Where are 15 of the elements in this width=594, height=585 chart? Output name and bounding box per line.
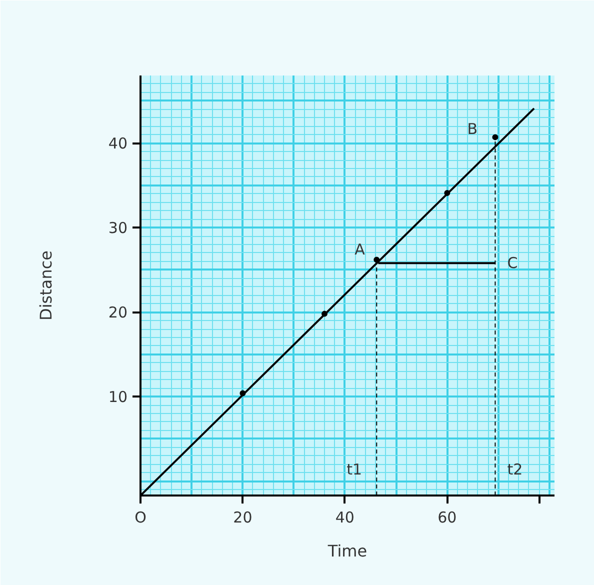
- text: O: [134, 508, 146, 526]
- x-tick-label: 40: [335, 508, 354, 526]
- annotation: C: [507, 254, 518, 272]
- annotation: A: [354, 240, 366, 259]
- y-axis-title: Distance: [36, 250, 56, 320]
- y-tick-label: 30: [108, 219, 128, 238]
- y-tick-label: 40: [108, 134, 128, 153]
- annotation: B: [467, 120, 478, 138]
- x-tick-label: 60: [438, 508, 457, 526]
- y-tick-label: 20: [108, 304, 128, 322]
- x-axis-title: Time: [326, 542, 368, 560]
- x-tick-label: 20: [233, 508, 252, 526]
- annotation: t2: [507, 460, 523, 478]
- y-tick-label: 10: [108, 388, 128, 406]
- annotation: t1: [346, 460, 362, 478]
